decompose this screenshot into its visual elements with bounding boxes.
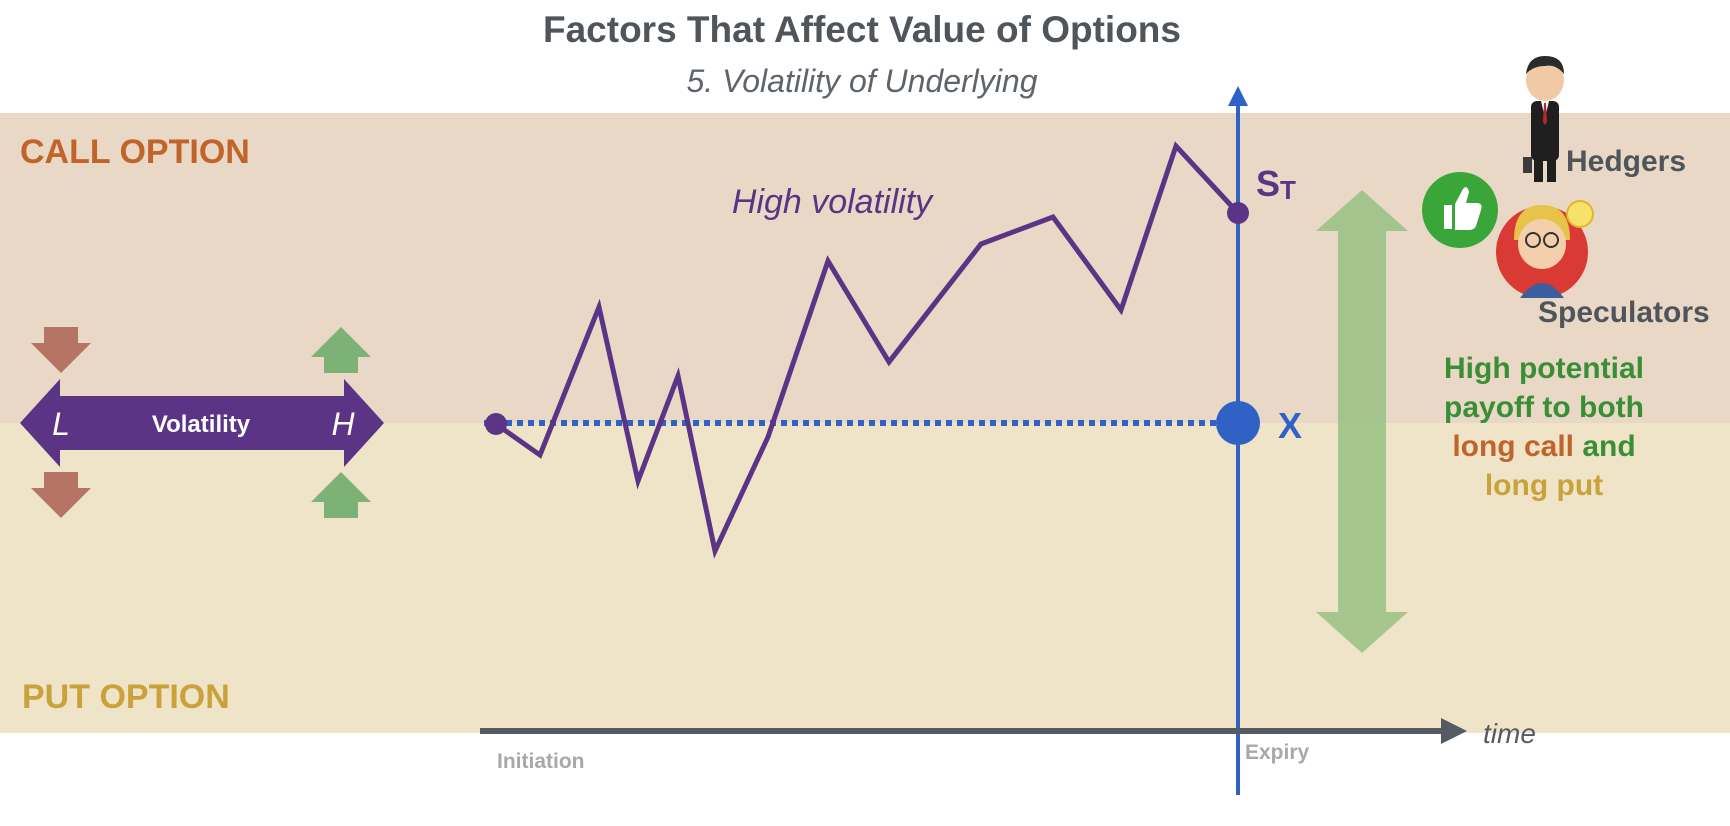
time-axis-arrowhead: [1441, 718, 1467, 744]
initiation-label: Initiation: [497, 750, 585, 773]
payoff-note-line3: long call and: [1452, 430, 1635, 463]
payoff-note-and-word: and: [1582, 430, 1635, 463]
hedger-icon: [1523, 56, 1564, 182]
put-option-label: PUT OPTION: [22, 678, 230, 716]
payoff-note-line2: payoff to both: [1444, 391, 1644, 424]
st-label: ST: [1256, 163, 1296, 205]
expiry-label: Expiry: [1245, 741, 1310, 764]
path-end-point: [1227, 202, 1249, 224]
volatility-label: Volatility: [152, 411, 251, 438]
volatility-low-label: L: [52, 406, 70, 442]
payoff-note-long-call: long call: [1452, 430, 1574, 463]
time-label: time: [1483, 718, 1536, 749]
high-volatility-label: High volatility: [732, 183, 934, 221]
down-arrow-icon: [31, 327, 91, 373]
put-zone: [0, 423, 1730, 733]
path-start-point: [485, 413, 507, 435]
volatility-arrow: [20, 379, 384, 467]
page-subtitle: 5. Volatility of Underlying: [687, 63, 1038, 99]
down-arrow-icon: [31, 472, 91, 518]
up-arrow-icon: [311, 327, 371, 373]
strike-label: X: [1278, 405, 1302, 446]
speculators-label: Speculators: [1538, 296, 1710, 329]
payoff-note-line1: High potential: [1444, 352, 1644, 385]
up-arrow-icon: [311, 472, 371, 518]
call-zone: [0, 113, 1730, 423]
speculator-icon: [1496, 200, 1594, 298]
strike-point: [1216, 401, 1260, 445]
price-path: [494, 141, 1240, 559]
thumbs-up-icon: [1422, 172, 1498, 248]
st-subscript: T: [1280, 175, 1296, 205]
payoff-note-long-put: long put: [1485, 469, 1603, 502]
page-title: Factors That Affect Value of Options: [543, 9, 1181, 50]
hedgers-label: Hedgers: [1566, 145, 1686, 178]
payoff-range-arrow: [1316, 190, 1408, 653]
expiry-axis-arrowhead: [1228, 86, 1248, 106]
volatility-high-label: H: [331, 406, 355, 442]
payoff-note-and: [1574, 430, 1582, 463]
call-option-label: CALL OPTION: [20, 133, 250, 171]
st-main: S: [1256, 163, 1280, 204]
